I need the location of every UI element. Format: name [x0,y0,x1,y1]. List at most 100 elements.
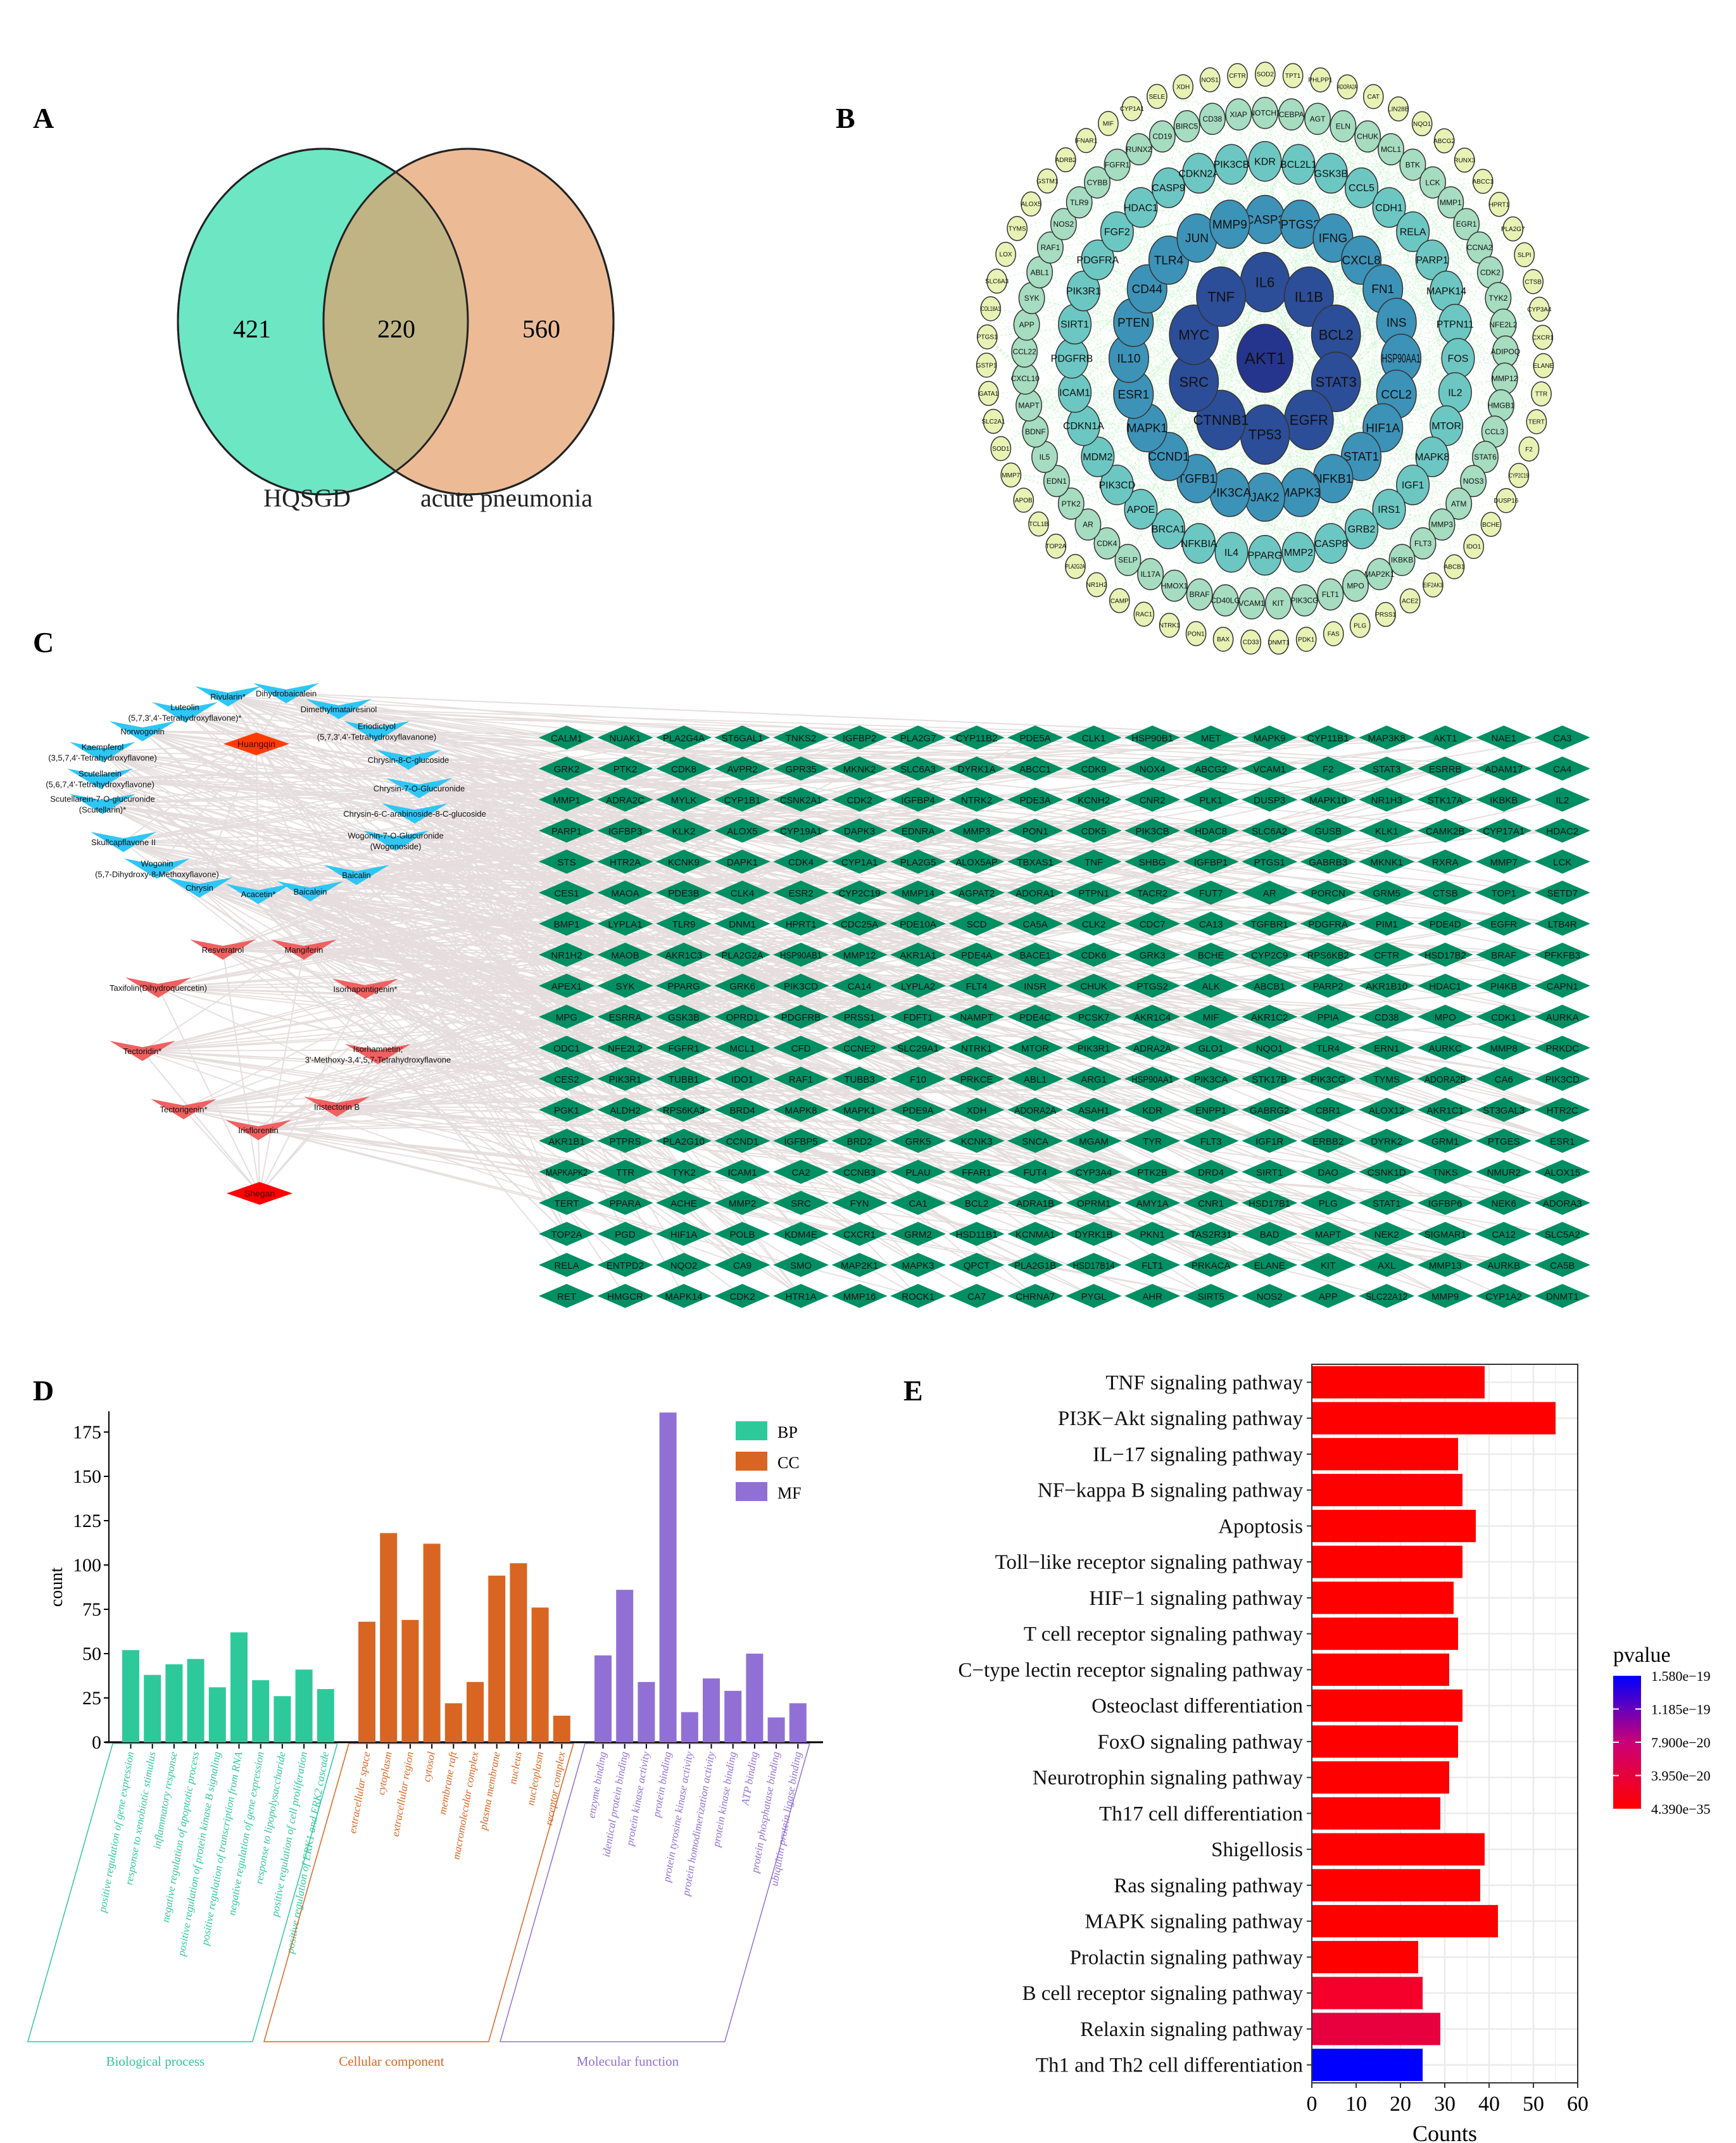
ppi-node-label: CYP3A4 [1527,306,1552,313]
target-label: CDC25A [841,919,878,930]
ppi-node-circle [1238,587,1266,620]
target-node: FYN [831,1191,888,1215]
ppi-edge [1000,427,1383,449]
ppi-node: FLT1 [1317,578,1344,611]
herb-edge [395,799,626,841]
target-diamond [1124,1284,1181,1308]
ppi-edge [1198,173,1542,394]
target-diamond [656,1005,712,1029]
target-label: HSP90B1 [1131,733,1173,744]
ppi-node-label: IKBKB [1391,556,1413,565]
target-node: FUT4 [1007,1160,1064,1184]
target-diamond [1417,1005,1473,1029]
target-node: CNR1 [1183,1191,1239,1215]
ppi-edge [1088,496,1266,525]
target-diamond [890,1160,947,1184]
target-label: PCSK7 [1078,1012,1109,1023]
target-node: PLAU [890,1160,947,1184]
ppi-edge [1117,231,1266,283]
ppi-node: ADORA2A [1337,74,1358,100]
target-diamond [1534,819,1590,843]
target-node: CYP1A2 [1476,1284,1532,1308]
herb-edge [418,788,802,862]
ppi-edge [1031,298,1194,336]
target-node: PLK1 [1183,788,1239,812]
venn-diagram: 421 220 560 HQSGD acute pneumonia [177,148,615,512]
target-node: ALOX5AP [948,850,1005,874]
target-label: KDM4E [784,1229,817,1240]
target-label: CLK1 [1082,733,1106,744]
x-tick-label: enzyme binding [585,1750,608,1819]
target-label: PDE4D [1430,919,1461,930]
target-node: TOP1 [1476,881,1532,905]
herb-edge [256,743,409,760]
ppi-node: MAPK3 [1280,467,1321,517]
ppi-node-circle [1159,612,1180,638]
target-diamond [1534,1005,1590,1029]
target-node: ACHE [656,1191,712,1215]
target-diamond [539,1067,594,1091]
compound-node-huangqin: Wogonin-7-O-Glucuronide (Wogonoside) [348,831,444,852]
ppi-node: CFTR [1227,63,1248,89]
ppi-node: NOTCH1 [1249,97,1281,129]
target-node: ABL1 [1007,1067,1064,1091]
target-node: PDE4D [1417,912,1473,936]
target-diamond [1066,1284,1122,1308]
ppi-node-circle [1182,523,1216,564]
target-label: ERN1 [1374,1043,1399,1054]
target-diamond [597,1222,653,1246]
target-node: DAPK1 [714,850,771,874]
target-node: HMGCR [597,1284,653,1308]
target-diamond [597,1005,653,1029]
ppi-node: BCL2 [1311,305,1361,365]
target-node: CTSB [1417,881,1473,905]
target-label: OPRD1 [726,1012,759,1023]
target-label: PPIA [1318,1012,1339,1023]
target-node: AKR1C2 [1242,1005,1298,1029]
ppi-node: XIAP [1225,98,1252,131]
target-label: AGPAT2 [959,888,995,899]
compound-node-huangqin: Rivularin* [195,686,261,707]
herb-edge [123,737,684,843]
target-diamond [714,1098,771,1122]
herb-edge [142,830,1445,1052]
y-tick-label: NF−kappa B signaling pathway [1038,1480,1304,1502]
target-node: CA13 [1183,912,1239,936]
target-node: CDC25A [831,912,888,936]
panel-label-d: D [33,1374,54,1407]
ppi-node: BDNF [1022,415,1049,448]
target-node: AURKA [1534,1005,1590,1029]
ppi-node-label: SLC6A3 [985,279,1009,286]
target-diamond [890,850,947,874]
target-label: NMUR2 [1487,1167,1521,1178]
ppi-node-label: KDR [1254,157,1276,168]
target-label: GPR35 [785,764,816,775]
target-diamond [656,726,712,750]
ppi-node: NFE2L2 [1489,308,1518,341]
ppi-node-circle [1081,436,1115,477]
ppi-node-label: FN1 [1371,283,1394,296]
compound-triangle [124,858,190,879]
x-tick-label: nucleoplasm [524,1750,546,1806]
target-diamond [1124,974,1181,998]
target-label: SLC6A3 [900,764,936,775]
y-tick-label: Neurotrophin signaling pathway [1033,1767,1304,1790]
herb-edge [123,737,919,843]
ppi-node: RUNX2 [1126,133,1152,166]
ppi-node-circle [1378,133,1404,166]
target-node: APEX1 [539,974,594,998]
ppi-node-label: PHLPP1 [1308,77,1333,84]
target-label: ST6GAL1 [722,733,764,744]
ppi-edge [1291,114,1491,273]
ppi-edge [1088,187,1362,525]
target-diamond [948,943,1005,967]
target-label: CNR1 [1198,1198,1224,1209]
target-diamond [1417,974,1473,998]
herb-edge [158,987,977,1017]
target-node: CDK2 [831,788,888,812]
herb-edge [123,737,860,843]
herb-edge [256,743,396,841]
target-node: FUT7 [1183,881,1239,905]
herb-edge [123,841,1270,924]
ppi-node: CD38 [1198,103,1226,135]
